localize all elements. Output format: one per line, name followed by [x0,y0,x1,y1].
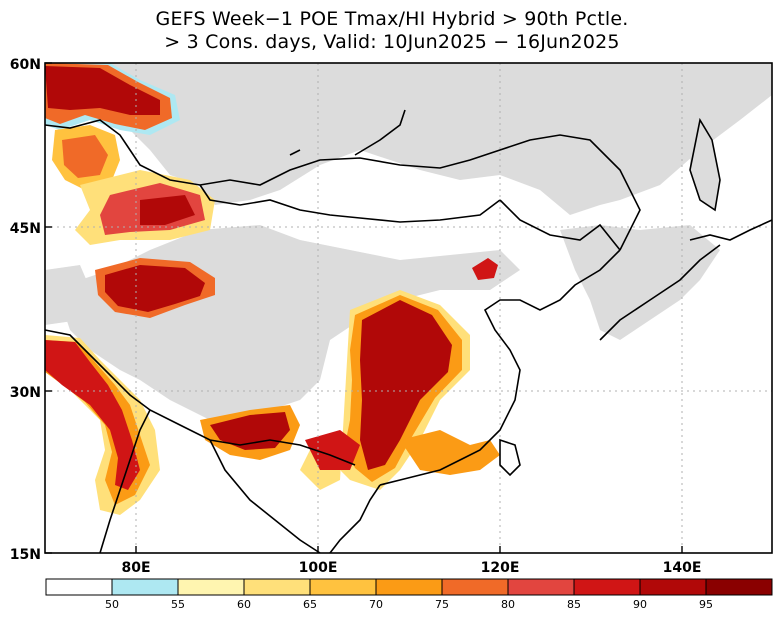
lon-tick-140E: 140E [663,560,702,576]
colorbar-label: 90 [633,598,647,611]
colorbar-swatch [45,578,113,596]
colorbar-label: 55 [171,598,185,611]
colorbar-swatch [639,578,707,596]
map-title-line-1: GEFS Week−1 POE Tmax/HI Hybrid > 90th Pc… [155,8,629,30]
colorbar-swatch [375,578,443,596]
colorbar-label: 65 [303,598,317,611]
colorbar-swatch [705,578,773,596]
colorbar-swatch [309,578,377,596]
lat-tick-60N: 60N [10,57,41,73]
colorbar-swatch [573,578,641,596]
graticule [45,63,772,553]
lat-tick-marks [45,62,52,554]
lon-tick-120E: 120E [481,560,520,576]
lat-tick-15N: 15N [10,547,41,563]
colorbar-swatch [441,578,509,596]
map-title-line-2: > 3 Cons. days, Valid: 10Jun2025 − 16Jun… [164,31,620,53]
longitude-labels: 80E 100E 120E 140E [121,560,701,576]
probability-field-layer [45,63,500,515]
colorbar-swatch [111,578,179,596]
colorbar-swatch [507,578,575,596]
latitude-labels: 60N 45N 30N 15N [10,57,41,563]
lon-tick-100E: 100E [299,560,338,576]
colorbar: 50 55 60 65 70 75 80 85 90 95 [45,578,773,611]
lon-tick-marks [135,546,683,553]
map-panel [44,62,773,554]
colorbar-label: 95 [699,598,713,611]
colorbar-label: 75 [435,598,449,611]
colorbar-label: 60 [237,598,251,611]
colorbar-swatch [243,578,311,596]
lon-tick-80E: 80E [121,560,150,576]
lat-tick-45N: 45N [10,221,41,237]
colorbar-swatch [177,578,245,596]
colorbar-label: 70 [369,598,383,611]
colorbar-label: 50 [105,598,119,611]
lat-tick-30N: 30N [10,385,41,401]
colorbar-label: 80 [501,598,515,611]
coastlines-and-borders [44,109,773,554]
colorbar-label: 85 [567,598,581,611]
map-frame [44,62,773,554]
